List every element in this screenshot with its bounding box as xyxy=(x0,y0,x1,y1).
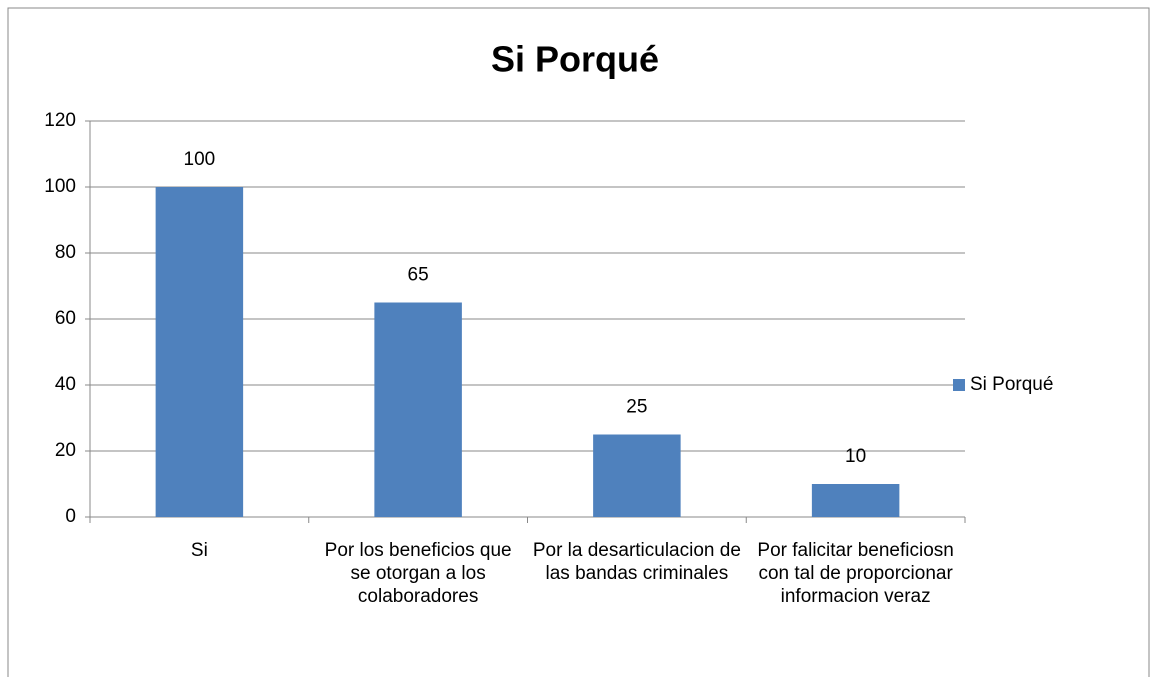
y-tick-label: 20 xyxy=(55,440,76,461)
data-label: 25 xyxy=(626,397,647,418)
data-label: 65 xyxy=(408,265,429,286)
chart-title: Si Porqué xyxy=(491,39,659,80)
data-label: 10 xyxy=(845,446,866,467)
y-tick-label: 40 xyxy=(55,374,76,395)
bar xyxy=(374,302,462,517)
x-tick-label: Por la desarticulacion de las bandas cri… xyxy=(532,540,741,584)
legend-swatch xyxy=(953,379,965,391)
bar xyxy=(593,434,681,517)
legend-label: Si Porqué xyxy=(970,374,1053,395)
y-tick-label: 120 xyxy=(44,110,76,131)
y-tick-label: 60 xyxy=(55,308,76,329)
x-tick-label: Si xyxy=(190,540,208,561)
x-tick-label: Por los beneficios que se otorgan a los … xyxy=(324,540,512,607)
data-label: 100 xyxy=(184,149,216,170)
y-tick-label: 0 xyxy=(65,506,76,527)
y-tick-label: 100 xyxy=(44,176,76,197)
y-tick-label: 80 xyxy=(55,242,76,263)
x-tick-label: Por falicitar beneficiosn con tal de pro… xyxy=(757,540,954,607)
bar xyxy=(811,484,900,517)
bar xyxy=(155,187,244,517)
